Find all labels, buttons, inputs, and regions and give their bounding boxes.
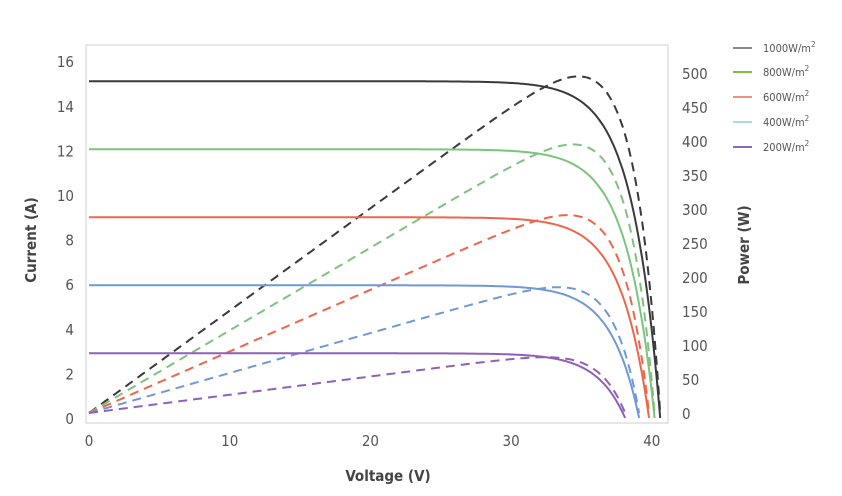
y-tick-label: 4 bbox=[65, 321, 74, 339]
power-curve-1 bbox=[88, 143, 656, 414]
y2-tick-label: 100 bbox=[682, 337, 708, 355]
y-tick-label: 0 bbox=[65, 410, 74, 428]
legend-item: 1000W/m2 bbox=[733, 40, 816, 55]
y-tick-label: 6 bbox=[65, 276, 74, 294]
y-tick-label: 14 bbox=[57, 98, 74, 116]
x-axis-ticks: 0 10 20 30 40 bbox=[85, 432, 661, 450]
y2-tick-label: 450 bbox=[682, 99, 708, 117]
current-curve-2 bbox=[89, 216, 650, 419]
y2-tick-label: 250 bbox=[682, 235, 708, 253]
legend-item: 800W/m2 bbox=[733, 64, 809, 79]
legend-label: 800W/m2 bbox=[763, 64, 809, 79]
y2-axis-ticks: 0 50 100 150 200 250 300 350 400 450 500 bbox=[682, 65, 708, 423]
legend-label: 600W/m2 bbox=[763, 89, 809, 104]
y2-tick-label: 200 bbox=[682, 269, 708, 287]
legend-label: 200W/m2 bbox=[763, 139, 809, 154]
y-axis-title: Current (A) bbox=[22, 197, 40, 283]
y-tick-label: 2 bbox=[65, 365, 74, 383]
x-tick-label: 10 bbox=[221, 432, 238, 450]
legend-item: 400W/m2 bbox=[733, 114, 809, 129]
y2-tick-label: 50 bbox=[682, 371, 699, 389]
current-curve-1 bbox=[89, 148, 656, 419]
power-curve-4 bbox=[88, 356, 627, 414]
y2-tick-label: 0 bbox=[682, 405, 691, 423]
power-curve-3 bbox=[88, 286, 641, 414]
y-tick-label: 10 bbox=[57, 187, 74, 205]
legend-label: 400W/m2 bbox=[763, 114, 809, 129]
y2-tick-label: 300 bbox=[682, 201, 708, 219]
y2-tick-label: 400 bbox=[682, 133, 708, 151]
legend-item: 600W/m2 bbox=[733, 89, 809, 104]
current-curve-0 bbox=[89, 80, 662, 419]
y2-tick-label: 350 bbox=[682, 167, 708, 185]
x-tick-label: 30 bbox=[503, 432, 520, 450]
x-axis-title: Voltage (V) bbox=[345, 467, 430, 485]
x-tick-label: 20 bbox=[362, 432, 379, 450]
x-tick-label: 0 bbox=[85, 432, 94, 450]
power-curve-2 bbox=[88, 214, 650, 414]
current-curve-3 bbox=[89, 284, 641, 419]
power-curve-0 bbox=[88, 75, 662, 414]
y2-tick-label: 150 bbox=[682, 303, 708, 321]
legend-label: 1000W/m2 bbox=[763, 40, 816, 55]
y-tick-label: 16 bbox=[57, 53, 74, 71]
y2-axis-title: Power (W) bbox=[735, 205, 753, 284]
legend-item: 200W/m2 bbox=[733, 139, 809, 154]
y-tick-label: 8 bbox=[65, 232, 74, 250]
current-curve-4 bbox=[89, 352, 627, 419]
legend: 1000W/m2 800W/m2 600W/m2 400W/m2 200W/m2 bbox=[733, 40, 816, 154]
y-tick-label: 12 bbox=[57, 142, 74, 160]
curves bbox=[88, 75, 662, 419]
plot-frame bbox=[85, 44, 669, 424]
y-axis-ticks: 0 2 4 6 8 10 12 14 16 bbox=[57, 53, 74, 428]
x-tick-label: 40 bbox=[643, 432, 660, 450]
y2-tick-label: 500 bbox=[682, 65, 708, 83]
